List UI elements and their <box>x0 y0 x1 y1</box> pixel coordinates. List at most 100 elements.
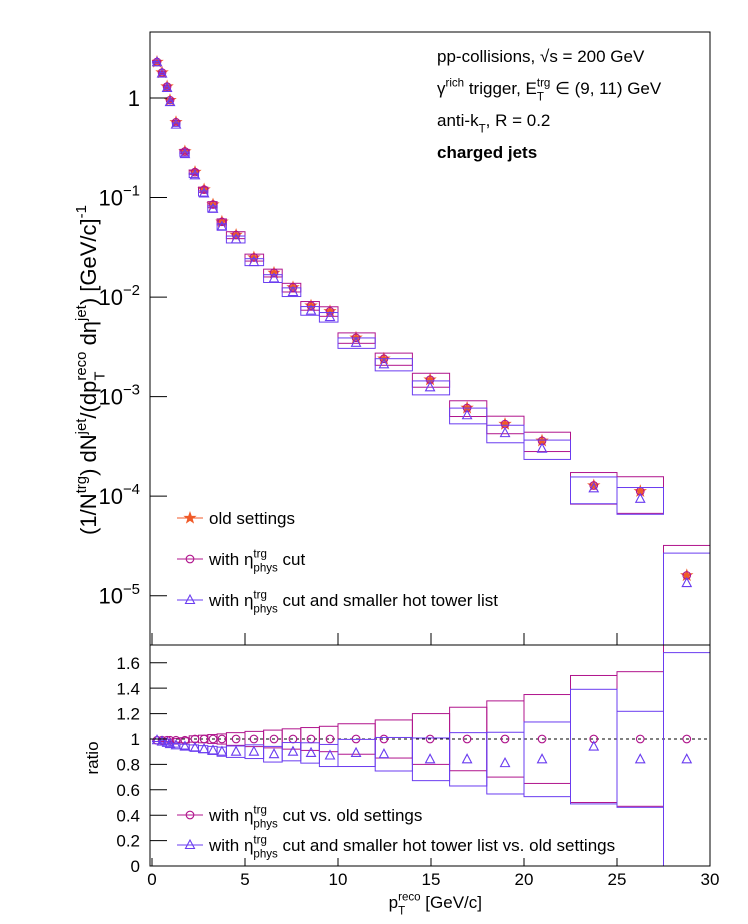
y-tick-label: 1.6 <box>116 654 140 673</box>
legend-label-part: trg <box>253 589 266 601</box>
marker-triangle <box>170 739 182 750</box>
marker-triangle <box>216 220 228 231</box>
systematic-box <box>616 487 664 515</box>
y-tick-label: 1.2 <box>116 705 140 724</box>
y-tick-label-part: 0.8 <box>116 756 140 775</box>
marker-triangle <box>588 482 600 493</box>
y-tick-label-part: 10 <box>98 584 122 609</box>
legend-label: with ηtrg phys cut vs. old settings <box>208 804 422 830</box>
marker-triangle <box>184 593 196 605</box>
annotation-part: γ <box>437 79 446 98</box>
marker-circle <box>269 734 279 744</box>
marker-triangle <box>152 56 163 67</box>
marker-triangle <box>305 304 317 315</box>
marker-triangle <box>161 81 173 93</box>
marker-triangle <box>156 67 168 78</box>
marker-triangle <box>287 285 299 297</box>
y-tick-label: 10−5 <box>98 581 140 609</box>
annotation-part: rich <box>446 77 465 89</box>
annotation: pp-collisions, √s = 200 GeV <box>437 47 645 66</box>
legend-label-part: trg <box>253 834 266 846</box>
marker-star <box>183 510 197 524</box>
legend-label-part: phys <box>253 818 278 830</box>
y-axis-label: (1/Ntrg) dNjet/(dprecoT dηjet) [GeV/c]-1 <box>73 205 108 535</box>
x-tick-label: 30 <box>701 870 720 889</box>
y-tick-label: 10−4 <box>98 481 140 509</box>
marker-circle <box>682 734 692 744</box>
y-tick-label: 1.4 <box>116 679 140 698</box>
marker-triangle <box>161 736 173 747</box>
legend-label-part: phys <box>253 562 278 574</box>
y-axis-label-part: T <box>91 372 108 381</box>
y-tick-label-part: 1.4 <box>116 679 140 698</box>
annotation: anti-kT, R = 0.2 <box>437 111 550 135</box>
y-tick-label-part: 1.6 <box>116 654 140 673</box>
legend-label: with ηtrg phys cut and smaller hot tower … <box>208 589 498 615</box>
marker-triangle <box>189 169 201 180</box>
y-tick-label-part: −4 <box>123 481 140 498</box>
annotation-part: charged jets <box>437 143 537 162</box>
x-tick-label: 0 <box>147 870 156 889</box>
marker-circle <box>185 554 195 564</box>
marker-circle <box>306 301 316 311</box>
marker-circle <box>185 810 195 820</box>
y-tick-label-part: −1 <box>123 183 140 200</box>
marker-triangle <box>248 745 260 756</box>
marker-circle <box>199 185 209 194</box>
annotation-part: , R = 0.2 <box>486 111 551 130</box>
systematic-box <box>663 544 710 645</box>
marker-triangle <box>268 272 280 283</box>
legend-label-part: trg <box>253 804 266 816</box>
marker-circle <box>537 734 547 744</box>
marker-triangle <box>189 741 201 752</box>
marker-triangle <box>424 381 436 392</box>
marker-triangle <box>536 442 548 453</box>
x-axis-label-part: [GeV/c] <box>421 893 482 912</box>
marker-circle <box>208 200 218 209</box>
y-axis-label-part: reco <box>73 352 90 381</box>
y-axis-label-part: -1 <box>73 205 90 218</box>
marker-circle <box>589 481 599 490</box>
y-tick-label-part: 0 <box>131 857 140 876</box>
marker-circle <box>249 734 259 744</box>
y-tick-label-part: 0.2 <box>116 832 140 851</box>
y-tick-label: 1 <box>128 86 140 111</box>
y-tick-label: 10−1 <box>98 183 140 211</box>
marker-circle <box>231 230 241 240</box>
marker-triangle <box>461 409 473 420</box>
y-tick-label-part: 1 <box>131 730 140 749</box>
x-tick-label: 5 <box>240 870 249 889</box>
marker-triangle <box>207 744 219 755</box>
marker-circle <box>589 734 599 744</box>
y-axis-label-part: jet <box>73 304 90 322</box>
y-tick-label-part: 10 <box>98 484 122 509</box>
x-axis-label: preco T [GeV/c] <box>389 891 482 917</box>
x-axis-label-part: reco <box>398 891 420 903</box>
marker-triangle <box>536 753 548 764</box>
systematic-box <box>663 552 710 645</box>
marker-triangle <box>461 753 473 764</box>
y-tick-label: 0 <box>131 857 140 876</box>
y-tick-label: 0.2 <box>116 832 140 851</box>
y-tick-label-part: −3 <box>123 382 140 399</box>
y-tick-label-part: 10 <box>98 285 122 310</box>
marker-triangle <box>350 336 362 347</box>
marker-circle <box>190 167 200 177</box>
y-axis-label-part: ) [GeV/c] <box>76 218 101 305</box>
annotation: γrich trigger, Etrg T ∈ (9, 11) GeV <box>437 77 662 103</box>
y-axis-label-part: /(dp <box>76 381 101 419</box>
legend-label-part: with η <box>208 550 253 569</box>
systematic-box <box>281 287 302 298</box>
legend-label: old settings <box>209 509 295 528</box>
marker-triangle <box>634 753 646 764</box>
marker-circle <box>171 735 181 745</box>
marker-triangle <box>179 147 191 159</box>
legend-label-part: old settings <box>209 509 295 528</box>
marker-circle <box>217 734 227 744</box>
y-tick-label: 10−3 <box>98 382 140 410</box>
marker-triangle <box>248 255 260 267</box>
systematic-box <box>411 380 451 396</box>
plot-area <box>152 54 710 645</box>
y-tick-label: 0.8 <box>116 756 140 775</box>
y-tick-label-part: 1 <box>128 86 140 111</box>
